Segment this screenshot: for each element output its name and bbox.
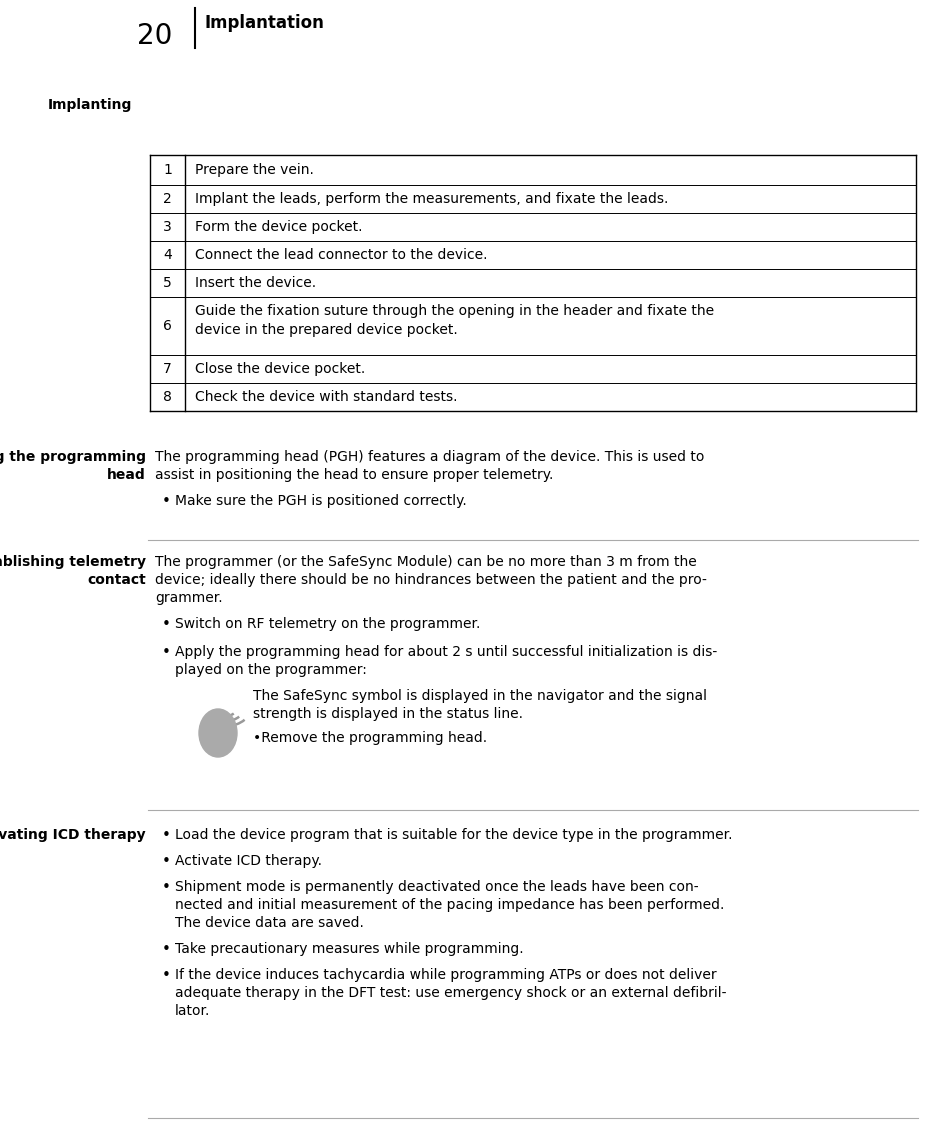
Text: 20: 20 (138, 22, 172, 51)
Text: •: • (162, 881, 170, 895)
Text: grammer.: grammer. (154, 591, 223, 605)
Text: 6: 6 (163, 319, 171, 333)
Text: device; ideally there should be no hindrances between the patient and the pro-: device; ideally there should be no hindr… (154, 573, 706, 587)
Ellipse shape (198, 709, 237, 757)
Text: Activating ICD therapy: Activating ICD therapy (0, 828, 146, 841)
Text: The SafeSync symbol is displayed in the navigator and the signal: The SafeSync symbol is displayed in the … (253, 689, 707, 703)
Text: contact: contact (87, 573, 146, 587)
Text: •Remove the programming head.: •Remove the programming head. (253, 731, 487, 745)
Text: •: • (162, 645, 170, 660)
Text: Shipment mode is permanently deactivated once the leads have been con-: Shipment mode is permanently deactivated… (175, 881, 698, 894)
Text: 3: 3 (163, 220, 171, 234)
Text: strength is displayed in the status line.: strength is displayed in the status line… (253, 707, 522, 721)
Text: Form the device pocket.: Form the device pocket. (195, 220, 362, 234)
Text: Switch on RF telemetry on the programmer.: Switch on RF telemetry on the programmer… (175, 616, 480, 631)
Text: device in the prepared device pocket.: device in the prepared device pocket. (195, 323, 458, 338)
Text: 4: 4 (163, 248, 171, 262)
Text: Activate ICD therapy.: Activate ICD therapy. (175, 854, 322, 868)
Text: 2: 2 (163, 192, 171, 205)
Text: Prepare the vein.: Prepare the vein. (195, 163, 314, 177)
Text: Implanting: Implanting (48, 98, 132, 113)
Text: nected and initial measurement of the pacing impedance has been performed.: nected and initial measurement of the pa… (175, 898, 724, 912)
Text: Apply the programming head for about 2 s until successful initialization is dis-: Apply the programming head for about 2 s… (175, 645, 716, 659)
Text: lator.: lator. (175, 1004, 211, 1018)
Text: Applying the programming: Applying the programming (0, 450, 146, 464)
Text: played on the programmer:: played on the programmer: (175, 664, 367, 677)
Text: Check the device with standard tests.: Check the device with standard tests. (195, 390, 457, 404)
Text: Connect the lead connector to the device.: Connect the lead connector to the device… (195, 248, 487, 262)
Text: •: • (162, 828, 170, 843)
Text: Close the device pocket.: Close the device pocket. (195, 362, 365, 377)
Text: 1: 1 (163, 163, 171, 177)
Text: If the device induces tachycardia while programming ATPs or does not deliver: If the device induces tachycardia while … (175, 968, 716, 982)
Text: •: • (162, 616, 170, 633)
Text: •: • (162, 494, 170, 509)
Text: assist in positioning the head to ensure proper telemetry.: assist in positioning the head to ensure… (154, 468, 553, 482)
Text: Implantation: Implantation (205, 14, 325, 32)
Text: Load the device program that is suitable for the device type in the programmer.: Load the device program that is suitable… (175, 828, 732, 841)
Text: 7: 7 (163, 362, 171, 377)
Text: Guide the fixation suture through the opening in the header and fixate the: Guide the fixation suture through the op… (195, 304, 713, 318)
Text: Implant the leads, perform the measurements, and fixate the leads.: Implant the leads, perform the measureme… (195, 192, 667, 205)
Text: •: • (162, 943, 170, 957)
Text: The programmer (or the SafeSync Module) can be no more than 3 m from the: The programmer (or the SafeSync Module) … (154, 554, 696, 569)
Text: head: head (107, 468, 146, 482)
Text: 8: 8 (163, 390, 171, 404)
Text: Establishing telemetry: Establishing telemetry (0, 554, 146, 569)
Text: The device data are saved.: The device data are saved. (175, 916, 363, 930)
Text: •: • (162, 854, 170, 869)
Text: adequate therapy in the DFT test: use emergency shock or an external defibril-: adequate therapy in the DFT test: use em… (175, 986, 725, 1000)
Text: The programming head (PGH) features a diagram of the device. This is used to: The programming head (PGH) features a di… (154, 450, 704, 464)
Text: 5: 5 (163, 276, 171, 290)
Text: Take precautionary measures while programming.: Take precautionary measures while progra… (175, 943, 523, 956)
Text: Insert the device.: Insert the device. (195, 276, 315, 290)
Text: •: • (162, 968, 170, 983)
Text: Make sure the PGH is positioned correctly.: Make sure the PGH is positioned correctl… (175, 494, 466, 509)
